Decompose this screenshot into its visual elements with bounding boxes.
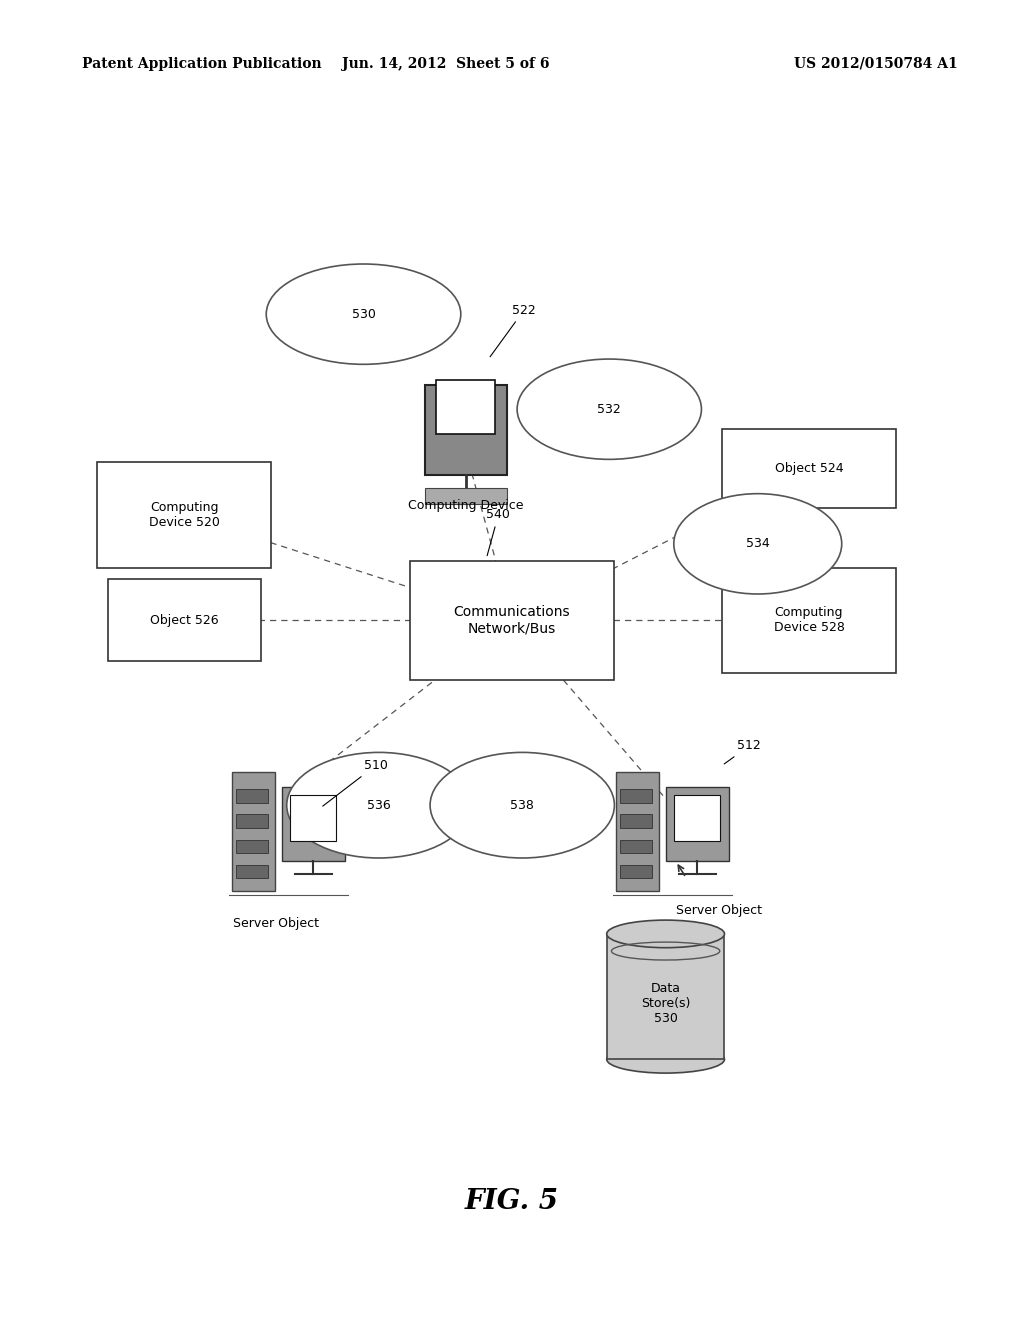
FancyBboxPatch shape [97,462,271,568]
Text: 530: 530 [351,308,376,321]
Ellipse shape [287,752,471,858]
FancyBboxPatch shape [606,935,725,1059]
Text: 540: 540 [486,508,510,556]
Text: Server Object: Server Object [676,904,762,917]
FancyBboxPatch shape [425,385,507,475]
FancyBboxPatch shape [722,568,896,673]
FancyBboxPatch shape [108,579,261,661]
Text: Object 524: Object 524 [774,462,844,475]
FancyBboxPatch shape [620,789,651,803]
FancyBboxPatch shape [291,796,336,841]
Ellipse shape [674,494,842,594]
FancyBboxPatch shape [436,380,496,434]
FancyBboxPatch shape [236,865,268,878]
Text: 538: 538 [510,799,535,812]
FancyBboxPatch shape [722,429,896,508]
FancyBboxPatch shape [232,772,275,891]
Text: 512: 512 [724,739,761,764]
Text: Computing
Device 520: Computing Device 520 [148,500,220,529]
Text: 536: 536 [367,799,391,812]
Text: Patent Application Publication: Patent Application Publication [82,57,322,71]
Text: Data
Store(s)
530: Data Store(s) 530 [641,982,690,1024]
Ellipse shape [606,920,725,948]
Text: Object 526: Object 526 [150,614,219,627]
FancyBboxPatch shape [236,789,268,803]
Text: Computing Device: Computing Device [409,499,523,512]
FancyBboxPatch shape [616,772,659,891]
FancyBboxPatch shape [620,814,651,828]
Ellipse shape [517,359,701,459]
Text: 510: 510 [323,759,387,807]
FancyBboxPatch shape [425,488,507,504]
Text: Jun. 14, 2012  Sheet 5 of 6: Jun. 14, 2012 Sheet 5 of 6 [342,57,549,71]
FancyBboxPatch shape [410,561,614,680]
Text: 534: 534 [745,537,770,550]
FancyBboxPatch shape [236,840,268,853]
Text: 522: 522 [490,304,536,356]
FancyBboxPatch shape [620,865,651,878]
Text: FIG. 5: FIG. 5 [465,1188,559,1214]
Ellipse shape [606,1045,725,1073]
Text: US 2012/0150784 A1: US 2012/0150784 A1 [794,57,957,71]
Ellipse shape [430,752,614,858]
Text: Server Object: Server Object [233,917,319,931]
FancyBboxPatch shape [675,796,720,841]
FancyBboxPatch shape [620,840,651,853]
FancyBboxPatch shape [666,787,729,861]
Text: Communications
Network/Bus: Communications Network/Bus [454,606,570,635]
Text: 532: 532 [597,403,622,416]
Ellipse shape [266,264,461,364]
FancyBboxPatch shape [236,814,268,828]
Text: Computing
Device 528: Computing Device 528 [773,606,845,635]
FancyBboxPatch shape [282,787,345,861]
